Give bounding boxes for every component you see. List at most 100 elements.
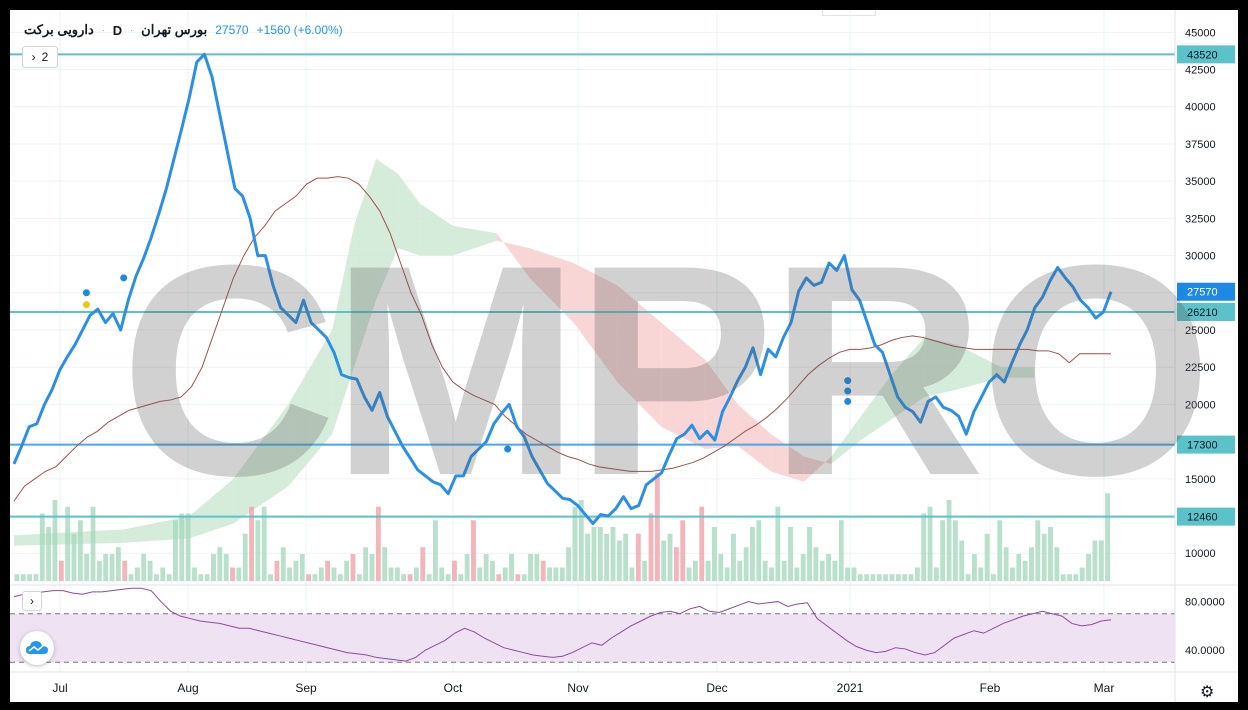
volume-bar: [553, 567, 559, 581]
volume-bar: [807, 527, 812, 581]
price-tick-label: 42500: [1185, 65, 1216, 77]
cloud-segment-8: [397, 173, 420, 256]
cloud-segment-17: [738, 404, 771, 472]
price-tick-label: 40000: [1185, 102, 1216, 114]
volume-bar: [515, 574, 521, 581]
volume-bar: [331, 567, 337, 581]
volume-bar: [464, 554, 470, 581]
volume-bar: [452, 560, 457, 581]
volume-bar: [667, 533, 673, 581]
last-price: 27570: [215, 23, 249, 37]
volume-bar: [103, 554, 109, 581]
volume-bar: [1060, 574, 1066, 581]
volume-bar: [420, 547, 426, 581]
rsi-toggle-button[interactable]: ›: [22, 591, 42, 611]
volume-bar: [895, 574, 901, 581]
interval-label[interactable]: D: [112, 22, 123, 38]
chart-canvas[interactable]: 1000012500150001750020000225002500027500…: [10, 10, 1238, 702]
cloud-segment-22: [891, 337, 925, 420]
rsi-line[interactable]: [13, 587, 1112, 662]
volume-bar: [959, 540, 965, 581]
price-label-12460: 12460: [1187, 512, 1218, 524]
volume-bar: [344, 560, 350, 581]
volume-bar: [375, 506, 381, 581]
volume-bar: [952, 520, 958, 581]
top-tab-handle[interactable]: [822, 10, 876, 16]
volume-bar: [1073, 574, 1079, 581]
volume-bar: [261, 506, 267, 581]
volume-bar: [306, 574, 312, 581]
rsi-tick-label: 40.0000: [1185, 645, 1225, 657]
gear-icon[interactable]: ⚙: [1200, 684, 1215, 701]
chart-frame[interactable]: 1000012500150001750020000225002500027500…: [10, 10, 1238, 702]
volume-bar: [528, 554, 533, 581]
volume-bar: [458, 574, 464, 581]
volume-bar: [141, 554, 147, 581]
volume-bar: [616, 540, 622, 581]
volume-bar: [984, 533, 990, 581]
cloud-segment-4: [288, 329, 333, 487]
volume-bar: [648, 513, 654, 581]
volume-bar: [889, 574, 895, 581]
volume-bar: [166, 574, 172, 581]
price-line-series[interactable]: [12, 52, 1113, 525]
volume-bar: [192, 567, 197, 581]
volume-bar: [1086, 554, 1091, 581]
volume-bar: [325, 560, 331, 581]
volume-bar: [369, 554, 375, 581]
price-tick-label: 35000: [1185, 176, 1216, 188]
volume-bar: [1035, 520, 1041, 581]
volume-bar: [857, 574, 863, 581]
volume-bar: [413, 567, 419, 581]
volume-bar: [902, 574, 908, 581]
volume-bar: [20, 574, 26, 581]
price-label-27570: 27570: [1187, 287, 1218, 299]
volume-bar: [800, 554, 806, 581]
volume-bar: [642, 560, 648, 581]
volume-bar: [1003, 547, 1009, 581]
volume-bar: [337, 574, 343, 581]
volume-bar: [39, 513, 45, 581]
volume-bar: [1092, 540, 1098, 581]
volume-bar: [154, 574, 159, 581]
volume-bar: [185, 513, 191, 581]
volume-bar: [280, 547, 286, 581]
cloud-chart-icon[interactable]: [20, 631, 54, 665]
volume-bar: [1016, 554, 1022, 581]
price-label-box-43520: [1177, 45, 1235, 64]
volume-bar: [299, 554, 305, 581]
volume-bar: [597, 527, 603, 581]
volume-bar: [287, 567, 293, 581]
volume-bar: [14, 574, 20, 581]
time-tick-label: 2021: [837, 681, 864, 695]
cloud-segment-2: [189, 478, 234, 539]
indicators-collapse-button[interactable]: › 2: [22, 46, 58, 68]
price-tick-label: 15000: [1185, 474, 1216, 486]
volume-bar: [654, 473, 660, 581]
volume-bar: [318, 567, 324, 581]
cloud-segment-11: [496, 233, 530, 278]
volume-bar: [401, 574, 407, 581]
volume-bar: [813, 547, 819, 581]
cloud-segment-20: [831, 419, 859, 464]
cloud-segment-3: [233, 404, 289, 524]
volume-bar: [832, 560, 838, 581]
symbol-name[interactable]: دارویی برکت: [24, 22, 94, 37]
signal-marker-5: [844, 387, 852, 395]
volume-bar: [1067, 574, 1072, 581]
time-tick-label: Oct: [444, 681, 463, 695]
volume-bar: [33, 574, 39, 581]
volume-bar: [223, 554, 229, 581]
volume-bar: [991, 574, 996, 581]
price-tick-label: 45000: [1185, 27, 1216, 39]
chevron-right-icon: ›: [31, 50, 36, 64]
volume-bar: [1010, 567, 1015, 581]
price-label-17300: 17300: [1187, 440, 1218, 452]
time-tick-label: Aug: [177, 681, 198, 695]
cloud-segment-9: [419, 203, 453, 256]
volume-bar: [788, 527, 793, 581]
price-tick-label: 20000: [1185, 399, 1216, 411]
volume-bar: [794, 567, 800, 581]
price-label-box-26210: [1177, 302, 1235, 321]
volume-bar: [109, 554, 115, 581]
